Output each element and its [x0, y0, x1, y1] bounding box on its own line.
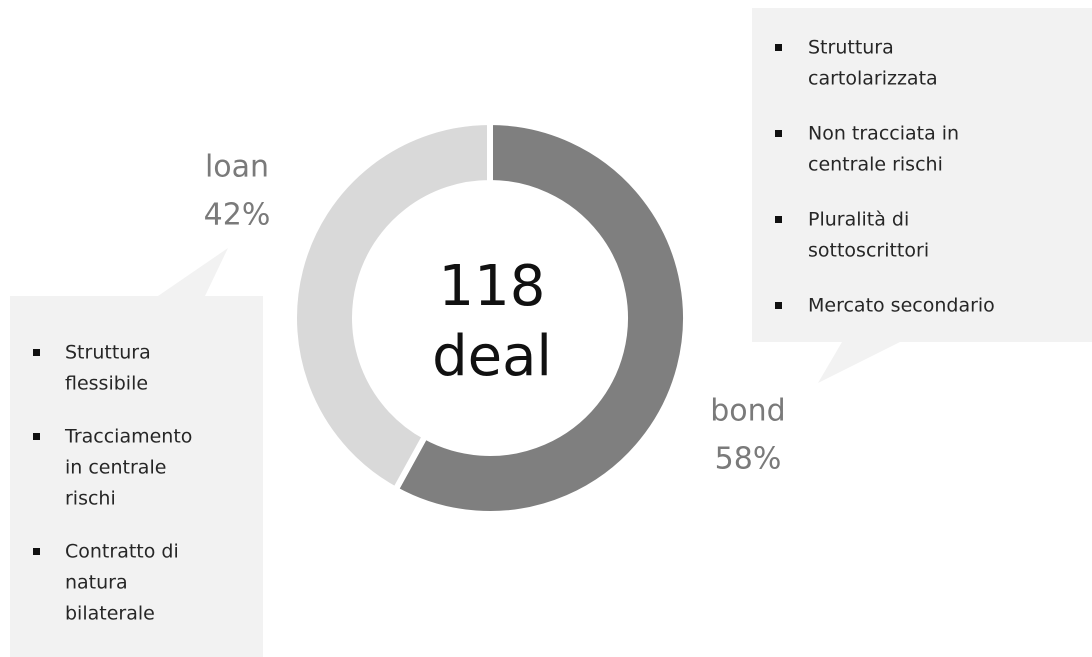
- bullet: [33, 349, 40, 356]
- center-text: 118: [439, 254, 546, 319]
- bullet-text: Struttura: [808, 37, 894, 59]
- bullet: [775, 216, 782, 223]
- bullet: [33, 548, 40, 555]
- callout-box: [10, 248, 263, 657]
- bullet-text: centrale rischi: [808, 154, 943, 176]
- bullet-text: bilaterale: [65, 603, 155, 625]
- donut-slice: [391, 118, 689, 517]
- donut-slice: [291, 118, 493, 494]
- center-text: deal: [432, 324, 552, 389]
- bullet-text: flessibile: [65, 373, 148, 395]
- slice-label: bond: [710, 394, 785, 429]
- slice-label: loan: [205, 150, 269, 185]
- bullet: [775, 44, 782, 51]
- bullet-text: Contratto di: [65, 541, 179, 563]
- bullet-text: natura: [65, 572, 128, 594]
- bullet-text: Non tracciata in: [808, 123, 959, 145]
- bullet-text: Tracciamento: [64, 426, 192, 448]
- bullet-text: cartolarizzata: [808, 68, 938, 90]
- bullet-text: Struttura: [65, 342, 151, 364]
- bullet: [775, 302, 782, 309]
- bullet-text: rischi: [65, 488, 116, 510]
- bullet-text: in centrale: [65, 457, 166, 479]
- bullet-text: Mercato secondario: [808, 295, 995, 317]
- bullet-text: sottoscrittori: [808, 240, 929, 262]
- bullet-text: Pluralità di: [808, 209, 909, 231]
- slice-value-label: 42%: [204, 198, 271, 233]
- callout-box: [752, 8, 1092, 383]
- bullet: [775, 130, 782, 137]
- slice-value-label: 58%: [715, 442, 782, 477]
- bullet: [33, 433, 40, 440]
